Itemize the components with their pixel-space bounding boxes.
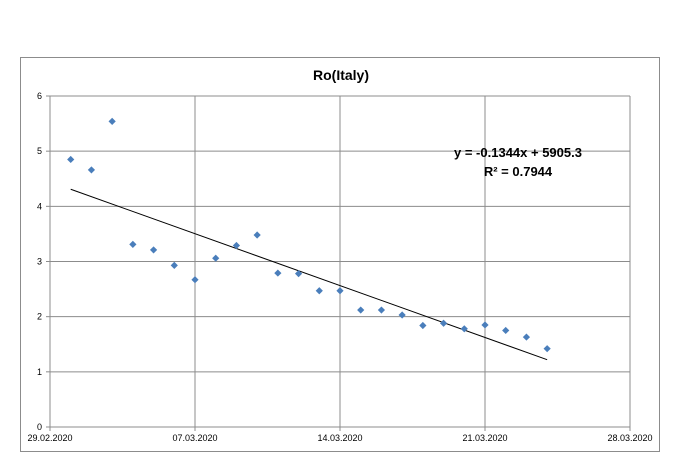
- data-point: [253, 231, 261, 239]
- y-tick-label: 3: [37, 257, 42, 267]
- data-point: [232, 241, 241, 250]
- data-point: [543, 345, 551, 353]
- data-point: [357, 306, 365, 314]
- y-tick-label: 4: [37, 201, 42, 211]
- data-point: [108, 117, 116, 125]
- chart-title: Ro(Italy): [313, 67, 369, 83]
- trendline-equation: y = -0.1344x + 5905.3: [454, 145, 582, 160]
- y-tick-label: 0: [37, 422, 42, 432]
- y-tick-label: 2: [37, 312, 42, 322]
- data-point: [294, 270, 303, 278]
- data-point: [87, 166, 96, 174]
- data-point: [502, 326, 510, 335]
- data-point: [315, 287, 323, 295]
- data-point: [170, 261, 178, 269]
- x-tick-label: 21.03.2020: [462, 433, 507, 443]
- data-point: [481, 321, 489, 329]
- data-point: [212, 254, 220, 262]
- data-point: [274, 269, 282, 277]
- x-tick-label: 07.03.2020: [172, 433, 217, 443]
- scatter-chart: Ro(Italy) 0 1 2 3 4 5 6 29.02.2020 07.03.2020 14…: [27, 67, 652, 443]
- data-point: [336, 287, 344, 295]
- data-point: [149, 246, 158, 254]
- trendline: [70, 188, 548, 361]
- r-squared-label: R² = 0.7944: [484, 164, 553, 179]
- y-tick-label: 6: [37, 91, 42, 101]
- chart-area: Ro(Italy) 0 1 2 3 4 5 6 29.02.2020 07.03.2020 14…: [20, 57, 660, 452]
- data-point: [419, 321, 427, 330]
- data-point: [377, 306, 386, 314]
- x-tick-label: 28.03.2020: [607, 433, 652, 443]
- data-point: [398, 311, 406, 319]
- y-tick-label: 1: [37, 367, 42, 377]
- y-tick-label: 5: [37, 146, 42, 156]
- data-point: [191, 276, 199, 284]
- data-point: [439, 319, 448, 327]
- data-point: [129, 240, 137, 248]
- x-tick-label: 14.03.2020: [317, 433, 362, 443]
- data-point: [67, 155, 75, 164]
- data-point: [522, 333, 531, 341]
- x-tick-label: 29.02.2020: [27, 433, 72, 443]
- data-point: [460, 325, 468, 333]
